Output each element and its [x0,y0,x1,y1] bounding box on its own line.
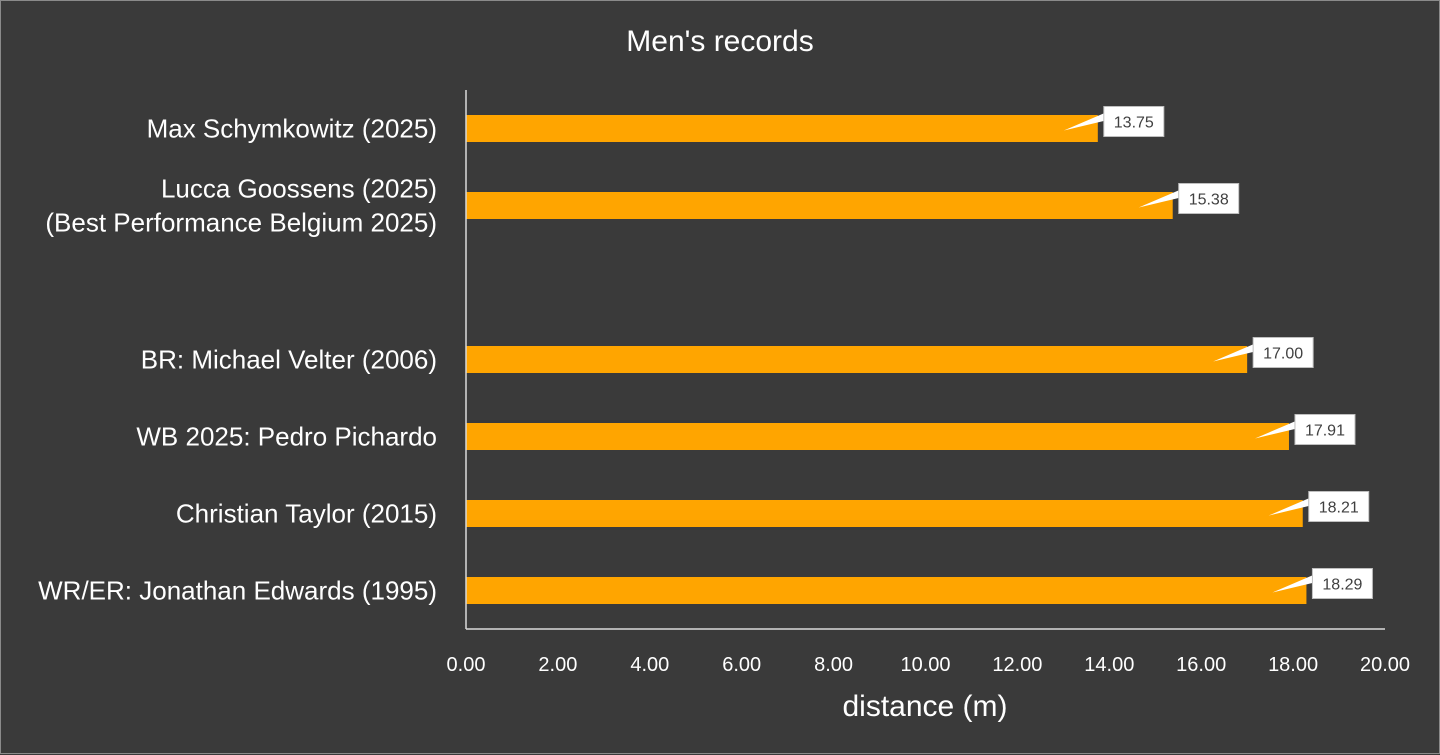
data-label-pointer [1138,189,1181,208]
data-label: 18.29 [1322,577,1362,594]
data-label: 17.00 [1263,346,1303,363]
data-label-box [1252,337,1314,368]
x-tick-label: 2.00 [538,654,577,676]
category-label-line: Christian Taylor (2015) [176,499,437,529]
category-label: WB 2025: Pedro Pichardo [136,422,437,452]
category-label-line: WR/ER: Jonathan Edwards (1995) [38,576,437,606]
bar [466,346,1248,373]
x-tick-label: 0.00 [447,654,486,676]
x-tick-label: 14.00 [1084,654,1134,676]
data-label-pointer [1254,420,1297,439]
bars [466,115,1307,604]
data-label-pointer [1268,497,1311,516]
category-label-line: WB 2025: Pedro Pichardo [136,422,437,452]
x-tick-label: 10.00 [900,654,950,676]
category-label: Christian Taylor (2015) [176,499,437,529]
category-label-line: BR: Michael Velter (2006) [141,345,437,375]
x-tick-label: 20.00 [1360,654,1410,676]
category-label-line: Lucca Goossens (2025) [161,174,437,204]
category-label-line: Max Schymkowitz (2025) [147,114,437,144]
data-label-box [1308,491,1370,522]
bar [466,192,1173,219]
bar [466,115,1098,142]
category-label: WR/ER: Jonathan Edwards (1995) [38,576,437,606]
data-label: 18.21 [1319,500,1359,517]
category-labels: Max Schymkowitz (2025) Lucca Goossens (20… [38,114,437,606]
x-tick-label: 16.00 [1176,654,1226,676]
category-label-line: (Best Performance Belgium 2025) [45,208,437,238]
category-label: BR: Michael Velter (2006) [141,345,437,375]
data-label-box [1311,568,1373,599]
data-labels: 13.75 15.38 17.00 17.91 18.21 18.29 [1063,106,1373,599]
bar [466,577,1307,604]
data-label-box [1178,183,1240,214]
data-label-pointer [1213,343,1256,362]
x-tick-label: 6.00 [722,654,761,676]
data-label: 13.75 [1114,115,1154,132]
x-tick-label: 18.00 [1268,654,1318,676]
data-label-pointer [1063,112,1106,131]
data-label-pointer [1272,574,1315,593]
x-tick-label: 8.00 [814,654,853,676]
x-tick-label: 4.00 [630,654,669,676]
bar [466,500,1303,527]
data-label-box [1103,106,1165,137]
category-label: Lucca Goossens (2025) (Best Performance B… [45,174,437,238]
x-tick-label: 12.00 [992,654,1042,676]
x-tick-labels: 0.00 2.00 4.00 6.00 8.00 10.00 12.00 14.00 16.00… [447,654,1411,676]
x-axis-label: distance (m) [842,690,1007,723]
category-label: Max Schymkowitz (2025) [147,114,437,144]
data-label-box [1294,414,1356,445]
bar [466,423,1289,450]
data-label: 17.91 [1305,423,1345,440]
chart-title: Men's records [626,25,813,58]
data-label: 15.38 [1189,192,1229,209]
